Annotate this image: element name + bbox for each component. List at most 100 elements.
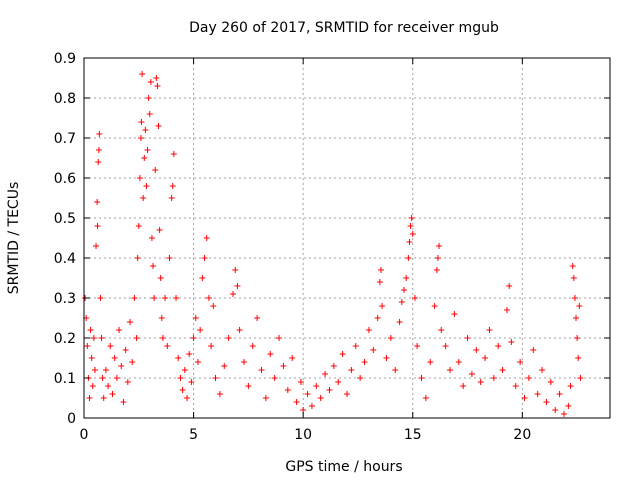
data-point bbox=[158, 315, 165, 321]
data-point bbox=[208, 343, 215, 349]
data-point bbox=[267, 351, 274, 357]
data-point bbox=[210, 303, 217, 309]
data-point bbox=[460, 383, 467, 389]
data-point bbox=[84, 343, 91, 349]
data-point bbox=[539, 367, 546, 373]
data-point bbox=[434, 255, 441, 261]
data-point bbox=[179, 387, 186, 393]
data-point bbox=[297, 379, 304, 385]
data-point bbox=[547, 379, 554, 385]
axis-ticks bbox=[83, 57, 610, 419]
data-point bbox=[216, 391, 223, 397]
data-point bbox=[142, 127, 149, 133]
data-point bbox=[503, 307, 510, 313]
data-point bbox=[482, 355, 489, 361]
data-point bbox=[499, 367, 506, 373]
data-point bbox=[212, 375, 219, 381]
data-point bbox=[304, 391, 311, 397]
data-point bbox=[96, 131, 103, 137]
data-point bbox=[339, 351, 346, 357]
data-point bbox=[352, 343, 359, 349]
data-point bbox=[254, 315, 261, 321]
data-point bbox=[194, 359, 201, 365]
data-point bbox=[107, 343, 114, 349]
y-tick-label: 0.8 bbox=[54, 91, 76, 107]
data-point bbox=[317, 395, 324, 401]
data-point bbox=[249, 343, 256, 349]
data-point bbox=[150, 263, 157, 269]
grid-layer bbox=[84, 58, 610, 418]
data-point bbox=[569, 263, 576, 269]
data-point bbox=[517, 359, 524, 365]
data-point bbox=[322, 371, 329, 377]
data-point bbox=[560, 411, 567, 417]
data-point bbox=[118, 363, 125, 369]
data-point bbox=[157, 275, 164, 281]
data-point bbox=[422, 395, 429, 401]
data-point bbox=[93, 243, 100, 249]
data-point bbox=[543, 399, 550, 405]
y-tick-label: 0.9 bbox=[54, 51, 76, 67]
data-point bbox=[88, 355, 95, 361]
data-point bbox=[486, 327, 493, 333]
y-tick-label: 0.1 bbox=[54, 371, 76, 387]
data-point bbox=[573, 315, 580, 321]
data-point bbox=[570, 275, 577, 281]
data-point bbox=[377, 267, 384, 273]
data-point bbox=[464, 335, 471, 341]
data-point bbox=[232, 267, 239, 273]
data-point bbox=[89, 383, 96, 389]
data-point bbox=[408, 215, 415, 221]
y-tick-label: 0.3 bbox=[54, 291, 76, 307]
data-point bbox=[164, 343, 171, 349]
data-point bbox=[576, 303, 583, 309]
data-point bbox=[407, 223, 414, 229]
data-point bbox=[411, 295, 418, 301]
data-point bbox=[144, 147, 151, 153]
data-point bbox=[330, 363, 337, 369]
data-point bbox=[357, 375, 364, 381]
data-point bbox=[95, 147, 102, 153]
data-point bbox=[506, 283, 513, 289]
data-point bbox=[147, 79, 154, 85]
data-point bbox=[129, 359, 136, 365]
data-point bbox=[133, 335, 140, 341]
data-point bbox=[162, 295, 169, 301]
data-point bbox=[512, 383, 519, 389]
data-point bbox=[186, 351, 193, 357]
data-point bbox=[326, 387, 333, 393]
data-point bbox=[376, 279, 383, 285]
y-tick-label: 0.5 bbox=[54, 211, 76, 227]
data-point bbox=[203, 235, 210, 241]
data-point bbox=[361, 359, 368, 365]
data-point bbox=[451, 311, 458, 317]
data-point bbox=[109, 391, 116, 397]
data-point bbox=[398, 299, 405, 305]
data-point bbox=[153, 75, 160, 81]
data-point bbox=[387, 335, 394, 341]
data-point bbox=[433, 267, 440, 273]
data-point bbox=[230, 291, 237, 297]
data-point bbox=[406, 239, 413, 245]
data-point bbox=[284, 387, 291, 393]
data-point bbox=[140, 195, 147, 201]
data-point bbox=[280, 363, 287, 369]
data-point bbox=[344, 391, 350, 397]
data-point bbox=[271, 375, 278, 381]
data-point bbox=[447, 367, 454, 373]
data-point bbox=[146, 111, 153, 117]
chart-title: Day 260 of 2017, SRMTID for receiver mgu… bbox=[189, 20, 499, 36]
data-point bbox=[379, 303, 386, 309]
data-point bbox=[293, 399, 300, 405]
data-point bbox=[414, 343, 421, 349]
data-point bbox=[100, 395, 107, 401]
data-point bbox=[221, 363, 228, 369]
data-point bbox=[405, 255, 412, 261]
data-point bbox=[289, 355, 296, 361]
data-point bbox=[141, 155, 148, 161]
data-point bbox=[521, 395, 528, 401]
data-point bbox=[90, 335, 97, 341]
data-point bbox=[418, 375, 425, 381]
data-point bbox=[173, 295, 180, 301]
